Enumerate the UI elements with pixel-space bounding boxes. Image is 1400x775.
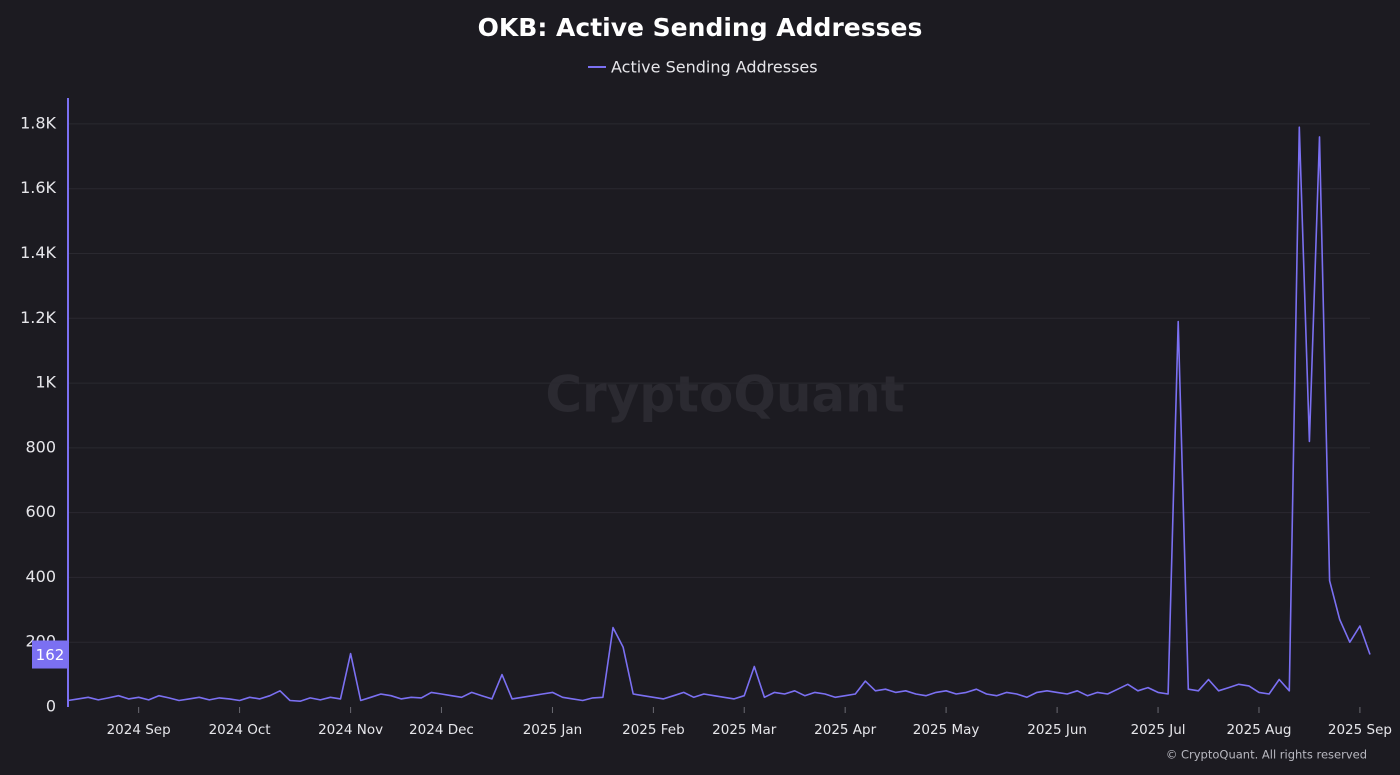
x-tick-label: 2025 May [913,722,980,738]
x-tick-label: 2025 Aug [1226,722,1291,738]
y-tick-label: 0 [46,697,56,716]
x-tick-label: 2025 Jul [1131,722,1186,738]
x-tick-label: 2025 Jan [523,722,582,738]
x-tick-label: 2025 Feb [622,722,685,738]
y-tick-label: 1.2K [20,308,56,327]
footer: © CryptoQuant. All rights reserved [1166,748,1367,762]
y-tick-label: 400 [25,567,56,586]
y-tick-label: 1.6K [20,178,56,197]
x-tick-label: 2024 Sep [107,722,171,738]
x-tick-label: 2025 Mar [712,722,777,738]
y-tick-label: 600 [25,502,56,521]
x-tick-label: 2024 Oct [209,722,271,738]
chart-title: OKB: Active Sending Addresses [478,13,923,42]
x-tick-label: 2025 Apr [814,722,876,738]
x-tick-label: 2025 Sep [1328,722,1392,738]
legend-label[interactable]: Active Sending Addresses [611,58,818,77]
y-tick-label: 1K [35,373,56,392]
x-tick-label: 2024 Nov [318,722,383,738]
y-tick-label: 1.4K [20,243,56,262]
last-value-label: 162 [36,646,65,664]
x-tick-label: 2024 Dec [409,722,474,738]
data-line [67,126,1371,702]
y-tick-label: 1.8K [20,113,56,132]
x-tick-label: 2025 Jun [1027,722,1087,738]
last-value-tag [32,640,68,669]
y-tick-label: 800 [25,437,56,456]
watermark: CryptoQuant [545,366,904,424]
